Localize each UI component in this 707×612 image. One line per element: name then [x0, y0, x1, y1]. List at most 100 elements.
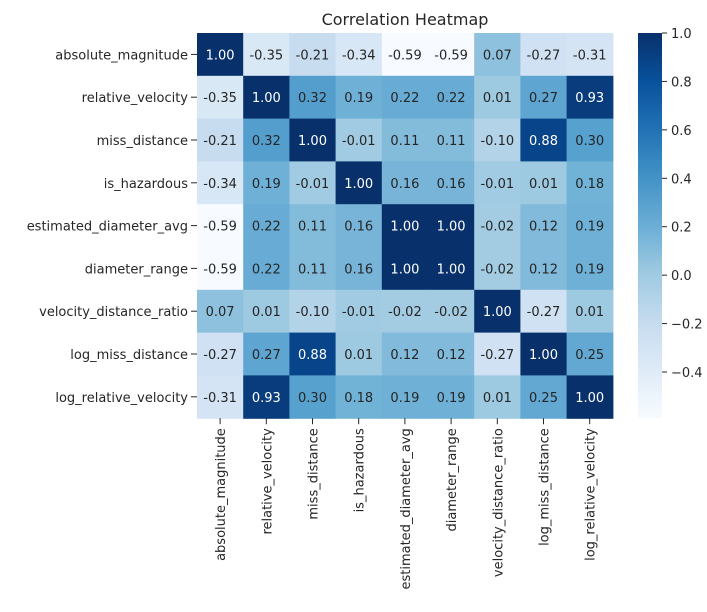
heatmap-cell [335, 375, 383, 419]
heatmap-cell [474, 118, 521, 162]
cell-value-label: -0.02 [480, 262, 514, 277]
cell-value-label: -0.59 [434, 48, 468, 63]
heatmap-cells: 1.00 -0.35 -0.21 -0.34 -0.59 -0.59 0.07 -0.27 -0… [197, 33, 614, 419]
cell-value-label: -0.59 [388, 48, 422, 63]
heatmap-cell [197, 375, 244, 419]
column-labels: absolute_magnitude relative_velocity miss_… [214, 418, 599, 590]
cell-value-label: 1.00 [437, 262, 466, 277]
cell-value-label: 0.19 [252, 177, 281, 192]
heatmap-cell [428, 375, 475, 419]
heatmap-cell [289, 161, 337, 205]
cell-value-label: 0.32 [298, 91, 327, 106]
cell-value-label: -0.59 [203, 220, 237, 235]
row-label: estimated_diameter_avg [27, 220, 188, 235]
heatmap-cell [520, 118, 568, 162]
cell-value-label: 0.16 [344, 220, 373, 235]
heatmap-cell [289, 375, 337, 419]
heatmap-cell [289, 204, 337, 248]
column-label: absolute_magnitude [214, 428, 229, 561]
row-label: miss_distance [97, 134, 188, 149]
heatmap-cell [243, 332, 290, 376]
heatmap-cell [566, 289, 614, 334]
heatmap-cell [428, 289, 475, 334]
cell-value-label: 0.18 [344, 391, 373, 406]
cell-value-label: 1.00 [298, 134, 327, 149]
cell-value-label: 0.01 [529, 177, 558, 192]
heatmap-cell [520, 332, 568, 376]
heatmap-cell [197, 289, 244, 334]
cell-value-label: 0.01 [575, 305, 604, 320]
heatmap-cell [197, 332, 244, 376]
heatmap-cell [243, 161, 290, 205]
cell-value-label: 1.00 [437, 220, 466, 235]
heatmap-cell [474, 161, 521, 205]
heatmap-cell [381, 75, 429, 120]
heatmap-cell [381, 161, 429, 205]
heatmap-cell [335, 204, 383, 248]
column-label: is_hazardous [353, 428, 368, 512]
cell-value-label: 1.00 [390, 262, 419, 277]
column-label: relative_velocity [260, 428, 275, 535]
cell-value-label: 0.93 [575, 91, 604, 106]
heatmap-cell [474, 75, 521, 120]
cell-value-label: -0.01 [480, 177, 514, 192]
cell-value-label: -0.27 [480, 348, 514, 363]
cell-value-label: 0.22 [252, 262, 281, 277]
row-labels: absolute_magnitude relative_velocity miss_… [27, 48, 197, 406]
cell-value-label: 0.27 [252, 348, 281, 363]
heatmap-cell [335, 332, 383, 376]
cell-value-label: 0.27 [529, 91, 558, 106]
heatmap-cell [428, 204, 475, 248]
cell-value-label: 0.25 [529, 391, 558, 406]
cell-value-label: 1.00 [390, 220, 419, 235]
heatmap-cell [243, 204, 290, 248]
heatmap-cell [381, 247, 429, 291]
cell-value-label: -0.27 [203, 348, 237, 363]
cell-value-label: 0.30 [575, 134, 604, 149]
cell-value-label: -0.27 [527, 48, 561, 63]
row-label: velocity_distance_ratio [39, 305, 188, 320]
colorbar-tick-label: −0.2 [671, 318, 703, 333]
cell-value-label: 0.12 [390, 348, 419, 363]
heatmap-cell [428, 118, 475, 162]
cell-value-label: 0.11 [437, 134, 466, 149]
heatmap-cell [566, 75, 614, 120]
heatmap-cell [381, 289, 429, 334]
heatmap-cell [243, 289, 290, 334]
heatmap-cell [474, 289, 521, 334]
heatmap-cell [289, 75, 337, 120]
colorbar-tick-label: −0.4 [671, 366, 703, 381]
cell-value-label: -0.34 [342, 48, 376, 63]
cell-value-label: 0.32 [252, 134, 281, 149]
heatmap-cell [243, 247, 290, 291]
row-label: log_miss_distance [70, 348, 188, 363]
heatmap-cell [335, 247, 383, 291]
heatmap-cell [243, 375, 290, 419]
cell-value-label: -0.35 [203, 91, 237, 106]
heatmap-cell [243, 118, 290, 162]
cell-value-label: 0.18 [575, 177, 604, 192]
cell-value-label: 0.88 [298, 348, 327, 363]
cell-value-label: -0.27 [527, 305, 561, 320]
heatmap-cell [520, 33, 568, 77]
cell-value-label: -0.01 [342, 134, 376, 149]
cell-value-label: -0.31 [573, 48, 607, 63]
colorbar: 1.0 0.8 0.6 0.4 0.2 0.0 −0.2 −0.4 [638, 27, 703, 418]
heatmap-cell [335, 33, 383, 77]
row-label: diameter_range [85, 262, 188, 277]
cell-value-label: -0.21 [296, 48, 330, 63]
cell-value-label: 0.01 [483, 91, 512, 106]
row-label: relative_velocity [82, 91, 189, 106]
cell-value-label: 0.07 [483, 48, 512, 63]
cell-value-label: 0.22 [437, 91, 466, 106]
heatmap-cell [243, 33, 290, 77]
cell-value-label: -0.10 [480, 134, 514, 149]
heatmap-cell [520, 247, 568, 291]
cell-value-label: 1.00 [483, 305, 512, 320]
heatmap-cell [381, 332, 429, 376]
heatmap-cell [289, 118, 337, 162]
cell-value-label: -0.01 [296, 177, 330, 192]
cell-value-label: 0.19 [575, 262, 604, 277]
heatmap-cell [381, 204, 429, 248]
